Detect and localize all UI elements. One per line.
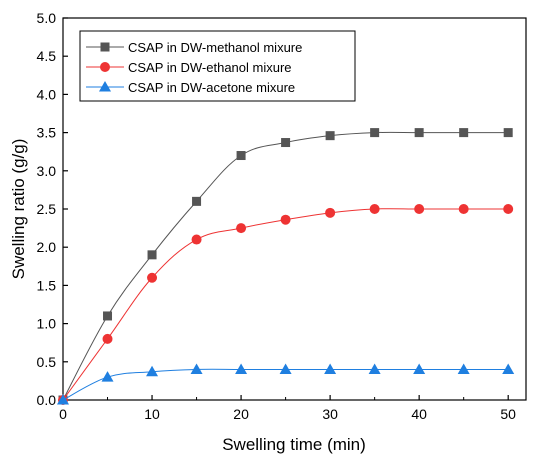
series-layer [57, 128, 515, 405]
data-point [147, 272, 158, 283]
y-tick-label: 0.5 [37, 354, 57, 370]
data-point [279, 363, 292, 374]
data-point [101, 371, 114, 382]
x-tick-label: 20 [233, 406, 249, 422]
data-point [281, 138, 291, 148]
series-square [58, 128, 513, 405]
x-tick-label: 40 [411, 406, 427, 422]
data-point [369, 204, 380, 214]
y-tick-label: 2.0 [37, 239, 57, 255]
data-point [370, 128, 380, 138]
data-point [325, 131, 335, 141]
data-point [57, 394, 69, 405]
data-point [368, 363, 381, 374]
y-tick-label: 3.0 [37, 163, 57, 179]
x-tick-label: 0 [59, 406, 67, 422]
data-point [236, 151, 246, 161]
data-point [280, 214, 291, 225]
series-circle [58, 204, 514, 405]
legend-box [79, 30, 356, 102]
x-axis-label: Swelling time (min) [222, 435, 366, 454]
y-tick-label: 0.0 [37, 392, 57, 408]
data-point [502, 363, 515, 374]
data-point [103, 311, 113, 321]
data-point [503, 204, 514, 214]
data-point [192, 196, 202, 206]
axis-ticks: 0 10 20 30 40 50 0.0 0.5 1.0 1.5 2.0 2.5 3.0 3.5 4.0 4.… [37, 10, 517, 422]
data-point [413, 363, 426, 374]
x-tick-label: 50 [500, 406, 516, 422]
x-tick-label: 10 [144, 406, 160, 422]
legend-marker [100, 62, 110, 72]
data-point [503, 128, 513, 138]
legend-label: CSAP in DW-acetone mixure [128, 80, 295, 95]
data-point [235, 363, 248, 374]
data-point [102, 333, 113, 344]
data-point [414, 204, 425, 214]
y-tick-label: 5.0 [37, 10, 57, 26]
data-point [459, 128, 469, 138]
y-tick-label: 2.5 [37, 201, 57, 217]
legend-marker [100, 42, 110, 52]
data-point [325, 207, 336, 218]
data-point [147, 250, 157, 260]
x-tick-label: 30 [322, 406, 338, 422]
data-point [458, 204, 469, 214]
legend-label: CSAP in DW-ethanol mixure [128, 60, 292, 75]
y-axis-label: Swelling ratio (g/g) [9, 139, 28, 280]
y-tick-label: 4.5 [37, 48, 57, 64]
data-point [457, 363, 470, 374]
data-point [414, 128, 424, 138]
data-point [236, 223, 247, 234]
y-tick-label: 1.5 [37, 277, 57, 293]
data-point [190, 363, 203, 374]
y-tick-label: 3.5 [37, 125, 57, 141]
legend-label: CSAP in DW-methanol mixure [128, 40, 302, 55]
legend: CSAP in DW-methanol mixure CSAP in DW-eth… [79, 30, 356, 102]
legend-marker [99, 81, 111, 92]
y-tick-label: 4.0 [37, 86, 57, 102]
y-tick-label: 1.0 [37, 316, 57, 332]
series-line [62, 131, 509, 401]
data-point [146, 365, 159, 377]
data-point [324, 363, 337, 374]
data-point [191, 234, 202, 245]
series-triangle [57, 363, 515, 405]
